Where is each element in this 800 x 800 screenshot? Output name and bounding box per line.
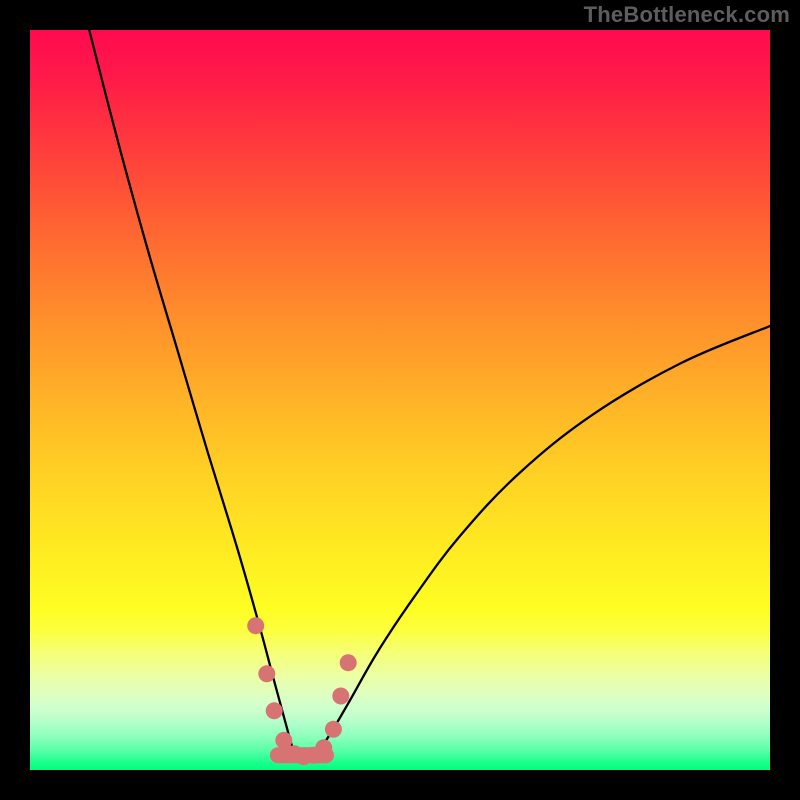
watermark-text: TheBottleneck.com [584,2,790,28]
marker-dot [340,654,357,671]
marker-dot [332,688,349,705]
marker-dot [247,617,264,634]
chart-frame: TheBottleneck.com [0,0,800,800]
marker-dot [258,665,275,682]
gradient-background [30,30,770,770]
marker-dot [266,702,283,719]
marker-dot [275,732,292,749]
marker-dot [325,721,342,738]
marker-dot [315,739,332,756]
plot-area [30,30,770,770]
bottleneck-curve-chart [30,30,770,770]
